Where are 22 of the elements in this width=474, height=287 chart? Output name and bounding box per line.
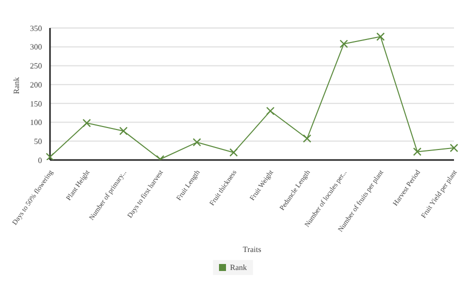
y-tick-label: 0	[38, 156, 42, 165]
point	[302, 134, 312, 143]
y-tick-label: 250	[30, 62, 42, 71]
point	[450, 144, 458, 152]
y-tick-label: 300	[30, 42, 42, 52]
point	[266, 106, 275, 116]
point	[340, 40, 348, 48]
y-tick-label: 150	[30, 99, 42, 108]
legend-label: Rank	[213, 260, 253, 275]
y-tick-label: 100	[30, 118, 42, 128]
point	[82, 118, 91, 128]
y-tick-label: 50	[34, 136, 42, 146]
point	[376, 32, 385, 41]
point	[119, 126, 128, 136]
point	[192, 138, 202, 146]
y-tick-label: 350	[30, 24, 42, 33]
y-axis-title: Rank	[12, 77, 21, 94]
y-tick-label: 200	[30, 80, 42, 90]
point	[229, 148, 238, 157]
point	[413, 148, 422, 156]
point	[46, 152, 54, 160]
x-axis-title: Traits	[242, 245, 262, 254]
